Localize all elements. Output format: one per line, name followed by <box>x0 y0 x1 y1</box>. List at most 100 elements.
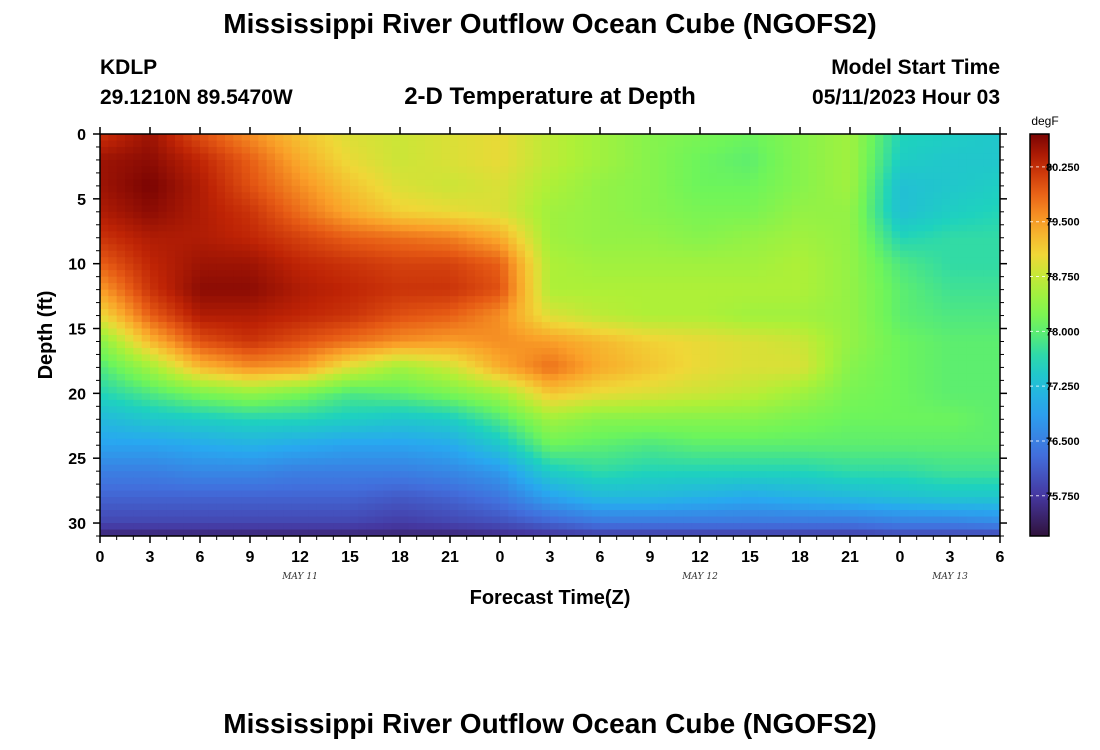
heatmap-cell <box>966 360 976 369</box>
heatmap-cell <box>950 309 959 317</box>
heatmap-cell <box>483 250 493 258</box>
heatmap-cell <box>941 425 951 433</box>
heatmap-cell <box>583 283 593 291</box>
heatmap-cell <box>941 289 951 297</box>
heatmap-cell <box>658 205 668 213</box>
heatmap-cell <box>466 322 476 330</box>
heatmap-cell <box>650 373 659 381</box>
heatmap-cell <box>583 224 593 232</box>
heatmap-cell <box>166 432 176 440</box>
heatmap-cell <box>466 172 476 180</box>
heatmap-cell <box>616 354 626 362</box>
heatmap-cell <box>183 399 193 407</box>
heatmap-cell <box>666 263 676 271</box>
heatmap-cell <box>633 198 643 206</box>
heatmap-cell <box>275 218 284 226</box>
heatmap-cell <box>175 302 184 310</box>
heatmap-cell <box>683 315 693 323</box>
heatmap-cell <box>608 328 618 336</box>
heatmap-cell <box>483 231 493 239</box>
heatmap-cell <box>308 218 318 226</box>
heatmap-cell <box>625 412 634 420</box>
heatmap-cell <box>625 263 634 271</box>
heatmap-cell <box>908 244 918 252</box>
heatmap-cell <box>333 146 343 155</box>
heatmap-cell <box>100 263 109 271</box>
heatmap-cell <box>883 153 893 161</box>
heatmap-cell <box>341 205 351 213</box>
heatmap-cell <box>350 386 359 394</box>
heatmap-cell <box>958 341 968 349</box>
heatmap-cell <box>200 172 209 180</box>
heatmap-cell <box>300 367 309 375</box>
heatmap-cell <box>408 159 418 168</box>
heatmap-cell <box>225 322 234 330</box>
heatmap-cell <box>533 347 543 356</box>
heatmap-cell <box>575 153 584 161</box>
heatmap-cell <box>816 289 826 297</box>
heatmap-cell <box>658 399 668 407</box>
heatmap-cell <box>450 263 459 271</box>
heatmap-cell <box>533 134 543 142</box>
heatmap-cell <box>466 166 476 174</box>
heatmap-cell <box>683 360 693 369</box>
heatmap-cell <box>458 380 468 388</box>
heatmap-cell <box>925 192 934 200</box>
heatmap-cell <box>641 231 651 239</box>
heatmap-cell <box>916 198 926 206</box>
heatmap-cell <box>666 399 676 407</box>
heatmap-cell <box>391 153 401 161</box>
heatmap-cell <box>791 309 801 317</box>
heatmap-cell <box>158 250 168 258</box>
heatmap-cell <box>616 406 626 414</box>
heatmap-cell <box>766 425 776 433</box>
heatmap-cell <box>616 335 626 343</box>
heatmap-cell <box>941 257 951 265</box>
heatmap-cell <box>758 399 768 407</box>
heatmap-cell <box>333 419 343 427</box>
heatmap-cell <box>525 386 534 394</box>
heatmap-cell <box>300 328 309 336</box>
heatmap-cell <box>466 393 476 401</box>
heatmap-cell <box>583 393 593 401</box>
heatmap-cell <box>491 354 501 362</box>
heatmap-cell <box>200 244 209 252</box>
heatmap-cell <box>433 205 443 213</box>
heatmap-cell <box>516 289 526 297</box>
heatmap-cell <box>400 399 409 407</box>
heatmap-cell <box>450 179 459 187</box>
heatmap-cell <box>750 276 759 284</box>
heatmap-cell <box>883 250 893 258</box>
heatmap-cell <box>958 393 968 401</box>
heatmap-cell <box>825 166 834 174</box>
heatmap-cell <box>733 166 743 174</box>
heatmap-cell <box>675 218 684 226</box>
heatmap-cell <box>658 263 668 271</box>
heatmap-cell <box>108 399 118 407</box>
heatmap-cell <box>700 172 709 180</box>
heatmap-cell <box>491 211 501 219</box>
heatmap-cell <box>391 237 401 245</box>
heatmap-cell <box>558 263 568 271</box>
heatmap-cell <box>275 373 284 381</box>
heatmap-cell <box>658 406 668 414</box>
heatmap-cell <box>766 224 776 232</box>
heatmap-cell <box>850 159 859 168</box>
heatmap-cell <box>300 406 309 414</box>
heatmap-cell <box>225 347 234 356</box>
heatmap-cell <box>266 134 276 142</box>
heatmap-cell <box>925 315 934 323</box>
heatmap-cell <box>958 146 968 155</box>
heatmap-cell <box>766 231 776 239</box>
heatmap-cell <box>525 134 534 142</box>
heatmap-cell <box>308 367 318 375</box>
heatmap-cell <box>750 406 759 414</box>
heatmap-cell <box>725 270 734 278</box>
heatmap-cell <box>850 425 859 433</box>
heatmap-cell <box>783 283 793 291</box>
heatmap-cell <box>616 237 626 245</box>
heatmap-cell <box>308 315 318 323</box>
heatmap-cell <box>408 354 418 362</box>
heatmap-cell <box>408 276 418 284</box>
heatmap-cell <box>333 231 343 239</box>
